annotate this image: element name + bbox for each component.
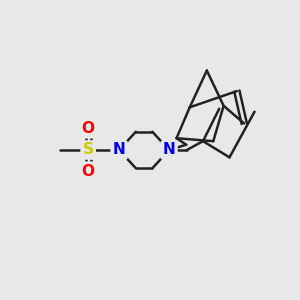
Text: S: S — [83, 142, 94, 158]
Text: O: O — [82, 164, 95, 179]
Text: N: N — [113, 142, 125, 158]
Text: N: N — [163, 142, 175, 158]
Text: O: O — [82, 121, 95, 136]
